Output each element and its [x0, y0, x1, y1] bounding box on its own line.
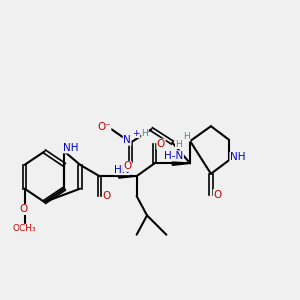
- Text: +: +: [132, 129, 140, 138]
- Text: H: H: [176, 140, 182, 148]
- Text: O: O: [157, 139, 165, 149]
- Text: O⁻: O⁻: [97, 122, 111, 132]
- Text: H-N: H-N: [164, 151, 183, 161]
- Text: N: N: [123, 135, 131, 145]
- Text: H: H: [183, 132, 190, 141]
- Text: NH: NH: [230, 152, 245, 162]
- Text: O: O: [103, 191, 111, 201]
- Text: OCH₃: OCH₃: [13, 224, 36, 233]
- Text: O: O: [123, 161, 131, 171]
- Text: NH: NH: [63, 143, 78, 153]
- Polygon shape: [172, 161, 190, 165]
- Text: O: O: [213, 190, 222, 200]
- Text: HN: HN: [114, 165, 130, 175]
- Text: H: H: [142, 129, 148, 138]
- Polygon shape: [119, 174, 136, 178]
- Text: O: O: [20, 204, 28, 214]
